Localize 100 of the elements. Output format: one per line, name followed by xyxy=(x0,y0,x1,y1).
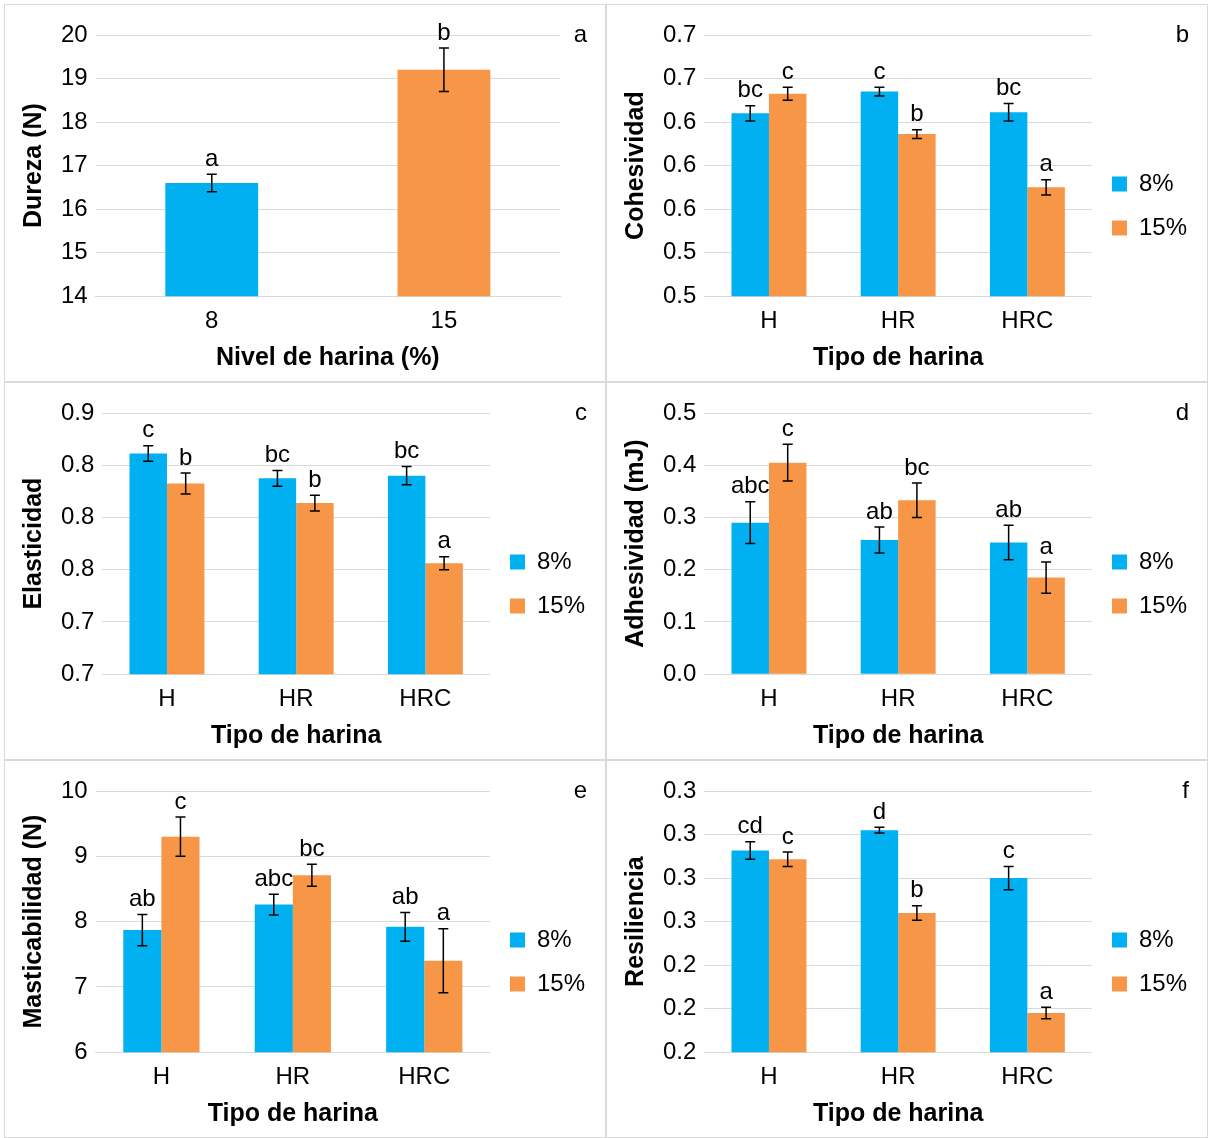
y-tick-label: 20 xyxy=(60,19,88,47)
data-label: a xyxy=(437,526,452,554)
x-tick-label: HRC xyxy=(399,684,452,712)
data-label: ab xyxy=(866,496,893,524)
x-axis-title: Nivel de harina (%) xyxy=(216,341,440,370)
data-label: b xyxy=(910,875,924,903)
legend-label: 15% xyxy=(536,590,586,618)
x-tick-label: HR xyxy=(880,306,916,334)
text: b xyxy=(1175,19,1189,47)
y-tick-label: 15 xyxy=(60,237,88,265)
data-label: c xyxy=(142,415,155,443)
data-label: ab xyxy=(391,882,419,910)
x-axis-title: Tipo de harina xyxy=(210,719,383,748)
y-tick-label: 0.7 xyxy=(60,606,95,634)
y-tick-label: 0.3 xyxy=(662,906,697,934)
x-tick-label: HR xyxy=(278,684,314,712)
x-tick-label: H xyxy=(158,684,176,712)
bar xyxy=(768,462,807,674)
y-tick-label: 6 xyxy=(74,1036,88,1064)
x-tick-label: 8 xyxy=(205,306,219,334)
data-label: c xyxy=(781,413,794,441)
x-tick-label: HRC xyxy=(1001,306,1054,334)
data-label: bc xyxy=(299,833,325,861)
y-tick-label: 0.3 xyxy=(662,862,697,890)
x-axis-title: Tipo de harina xyxy=(812,1097,985,1126)
x-tick-label: HR xyxy=(880,1062,916,1090)
legend-label: 8% xyxy=(536,924,572,952)
y-tick-label: 8 xyxy=(74,906,88,934)
legend-label: 15% xyxy=(536,968,586,996)
y-axis-title: Cohesividad xyxy=(619,91,648,240)
data-label: a xyxy=(1039,149,1054,177)
text: d xyxy=(1175,397,1189,425)
data-label: abc xyxy=(254,863,294,891)
x-tick-label: HRC xyxy=(398,1062,451,1090)
y-tick-label: 0.2 xyxy=(662,1036,697,1064)
y-tick-label: 0.5 xyxy=(662,237,697,265)
text: a xyxy=(573,19,588,47)
y-tick-label: 0.8 xyxy=(60,502,95,530)
y-tick-label: 0.8 xyxy=(60,449,95,477)
bar xyxy=(860,539,899,674)
y-tick-label: 0.7 xyxy=(662,19,697,47)
y-tick-label: 0.5 xyxy=(662,397,697,425)
y-tick-label: 0.9 xyxy=(60,397,95,425)
y-tick-label: 0.5 xyxy=(662,280,697,308)
data-label: b xyxy=(179,442,193,470)
y-tick-label: 17 xyxy=(60,150,88,178)
y-tick-label: 18 xyxy=(60,106,88,134)
legend-label: 15% xyxy=(1138,212,1188,240)
y-tick-label: 0.1 xyxy=(662,606,697,634)
data-label: ab xyxy=(129,884,156,912)
data-label: c xyxy=(1002,836,1015,864)
x-axis-title: Tipo de harina xyxy=(812,719,985,748)
y-tick-label: 0.6 xyxy=(662,193,697,221)
data-label: d xyxy=(872,796,887,824)
y-tick-label: 0.8 xyxy=(60,554,95,582)
data-label: a xyxy=(436,898,451,926)
legend-label: 8% xyxy=(1138,168,1174,196)
data-label: a xyxy=(205,143,220,171)
x-tick-label: H xyxy=(152,1062,171,1090)
data-label: bc xyxy=(995,73,1022,101)
data-label: a xyxy=(1039,976,1054,1004)
y-tick-label: 0.3 xyxy=(662,819,697,847)
data-label: bc xyxy=(737,75,763,103)
x-tick-label: HRC xyxy=(1001,684,1054,712)
x-tick-label: 15 xyxy=(430,306,458,334)
y-tick-label: 0.2 xyxy=(662,993,697,1021)
y-tick-label: 0.2 xyxy=(662,554,697,582)
bar xyxy=(731,522,769,674)
bar xyxy=(898,500,936,674)
data-label: c xyxy=(781,56,794,84)
text: c xyxy=(575,397,587,425)
y-tick-label: 0.3 xyxy=(662,775,697,803)
y-axis-title: Masticabilidad (N) xyxy=(17,814,46,1029)
y-tick-label: 0.7 xyxy=(662,63,697,91)
legend-label: 8% xyxy=(536,546,572,574)
data-label: abc xyxy=(730,471,770,499)
x-tick-label: HRC xyxy=(1001,1062,1054,1090)
data-label: bc xyxy=(904,452,930,480)
y-tick-label: 0.7 xyxy=(60,658,95,686)
data-label: c xyxy=(781,821,794,849)
y-tick-label: 14 xyxy=(60,280,88,308)
x-axis-title: Tipo de harina xyxy=(812,341,985,370)
data-label: cd xyxy=(737,811,763,839)
data-label: b xyxy=(308,464,322,492)
y-tick-label: 7 xyxy=(74,971,88,999)
text: e xyxy=(573,775,587,803)
y-axis-title: Adhesividad (mJ) xyxy=(619,439,648,648)
x-tick-label: H xyxy=(760,1062,778,1090)
data-label: b xyxy=(910,99,924,127)
legend-label: 8% xyxy=(1138,546,1174,574)
legend-label: 8% xyxy=(1138,924,1174,952)
x-tick-label: H xyxy=(760,306,778,334)
y-axis-title: Resiliencia xyxy=(619,855,648,987)
x-tick-label: HR xyxy=(880,684,916,712)
bar xyxy=(1027,577,1065,674)
y-tick-label: 16 xyxy=(60,193,88,221)
y-tick-label: 0.3 xyxy=(662,502,697,530)
bar xyxy=(989,542,1028,674)
y-tick-label: 0.6 xyxy=(662,150,697,178)
y-tick-label: 10 xyxy=(60,775,88,803)
